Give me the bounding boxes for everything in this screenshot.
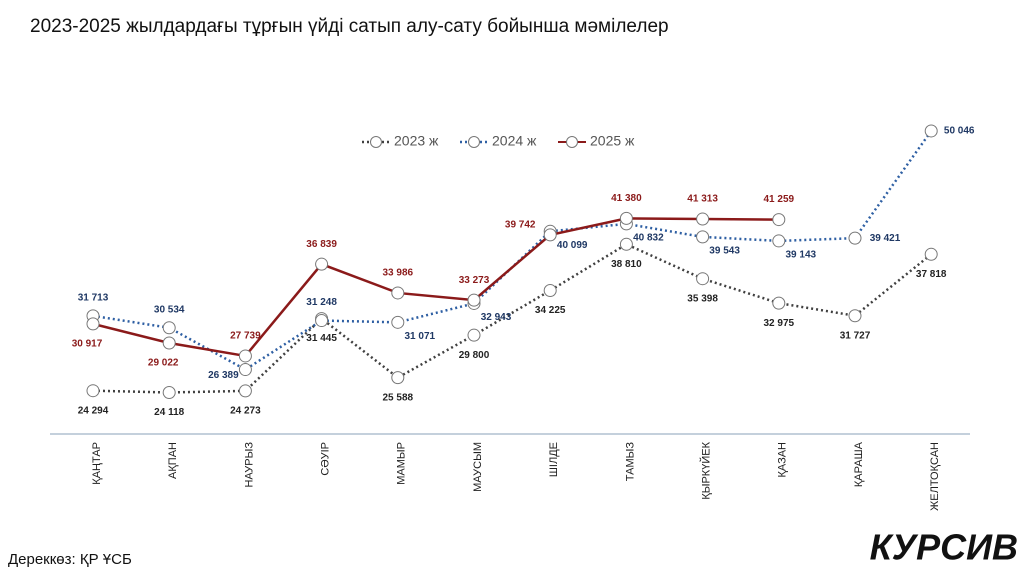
x-tick-label: МАУСЫМ: [472, 442, 484, 492]
point-marker: [162, 336, 176, 350]
data-label: 24 294: [78, 405, 109, 416]
data-label: 35 398: [687, 293, 718, 304]
legend-marker: [468, 136, 480, 148]
legend-label: 2023 ж: [394, 133, 439, 149]
data-label: 31 727: [840, 330, 871, 341]
data-label: 26 389: [208, 370, 239, 381]
point-marker: [924, 247, 938, 261]
data-label: 36 839: [306, 239, 337, 250]
data-label: 31 445: [306, 333, 337, 344]
legend-marker: [566, 136, 578, 148]
data-label: 33 986: [383, 268, 414, 279]
point-marker: [391, 286, 405, 300]
data-label: 31 713: [78, 293, 109, 304]
point-marker: [543, 284, 557, 298]
data-label: 40 832: [633, 233, 664, 244]
data-label: 29 022: [148, 358, 179, 369]
x-tick-label: МАМЫР: [396, 442, 408, 485]
data-label: 30 534: [154, 304, 185, 315]
x-tick-label: ҚАРАША: [853, 441, 865, 487]
chart-title: 2023-2025 жылдардағы тұрғын үйді сатып а…: [30, 16, 669, 37]
point-marker: [162, 385, 176, 399]
x-tick-label: ҚАҢТАР: [91, 442, 103, 485]
data-label: 41 259: [764, 194, 795, 205]
x-tick-label: ЖЕЛТОҚСАН: [929, 442, 941, 511]
point-marker: [848, 309, 862, 323]
point-marker: [391, 315, 405, 329]
data-label: 33 273: [459, 275, 490, 286]
data-label: 27 739: [230, 331, 261, 342]
series-line: [92, 242, 932, 394]
point-marker: [772, 234, 786, 248]
point-marker: [238, 349, 252, 363]
x-tick-label: НАУРЫЗ: [243, 442, 255, 488]
data-label: 34 225: [535, 305, 566, 316]
x-tick-label: СӘУІР: [320, 442, 332, 476]
legend-marker: [370, 136, 382, 148]
point-marker: [467, 328, 481, 342]
data-label: 40 099: [557, 240, 588, 251]
data-label: 31 248: [306, 297, 337, 308]
data-label: 50 046: [944, 126, 975, 137]
data-label: 30 917: [72, 339, 103, 350]
point-marker: [696, 272, 710, 286]
data-label: 24 273: [230, 406, 261, 417]
x-tick-label: ШІЛДЕ: [548, 442, 560, 477]
source: Дереккөз: ҚР ҰСБ: [8, 551, 132, 568]
point-marker: [543, 228, 557, 242]
data-label: 41 380: [611, 193, 642, 204]
logo: КУРСИВ: [870, 527, 1018, 568]
point-marker: [162, 321, 176, 335]
point-marker: [86, 317, 100, 331]
point-marker: [86, 384, 100, 398]
point-marker: [924, 124, 938, 138]
point-marker: [619, 237, 633, 251]
data-label: 29 800: [459, 350, 490, 361]
x-tick-label: АҚПАН: [167, 442, 179, 479]
x-tick-label: ҚАЗАН: [777, 442, 789, 478]
point-marker: [238, 384, 252, 398]
legend-label: 2025 ж: [590, 133, 635, 149]
point-marker: [467, 293, 481, 307]
data-label: 41 313: [687, 194, 718, 205]
data-label: 32 943: [481, 312, 512, 323]
data-label: 39 543: [709, 246, 740, 257]
series-line: [92, 217, 779, 358]
point-marker: [315, 314, 329, 328]
point-marker: [315, 257, 329, 271]
data-label: 39 742: [505, 220, 536, 231]
data-label: 39 421: [870, 233, 901, 244]
point-marker: [772, 213, 786, 227]
x-tick-label: ТАМЫЗ: [624, 442, 636, 482]
point-marker: [696, 230, 710, 244]
point-marker: [696, 212, 710, 226]
data-label: 37 818: [916, 269, 947, 280]
legend-label: 2024 ж: [492, 133, 537, 149]
point-marker: [619, 211, 633, 225]
data-label: 32 975: [764, 318, 795, 329]
data-label: 24 118: [154, 407, 184, 418]
data-label: 38 810: [611, 259, 642, 270]
x-tick-label: ҚЫРКҮЙЕК: [700, 441, 713, 499]
point-marker: [238, 363, 252, 377]
point-marker: [848, 231, 862, 245]
point-marker: [391, 371, 405, 385]
data-label: 25 588: [383, 392, 414, 403]
data-label: 39 143: [786, 250, 817, 261]
point-marker: [772, 296, 786, 310]
data-label: 31 071: [405, 331, 436, 342]
